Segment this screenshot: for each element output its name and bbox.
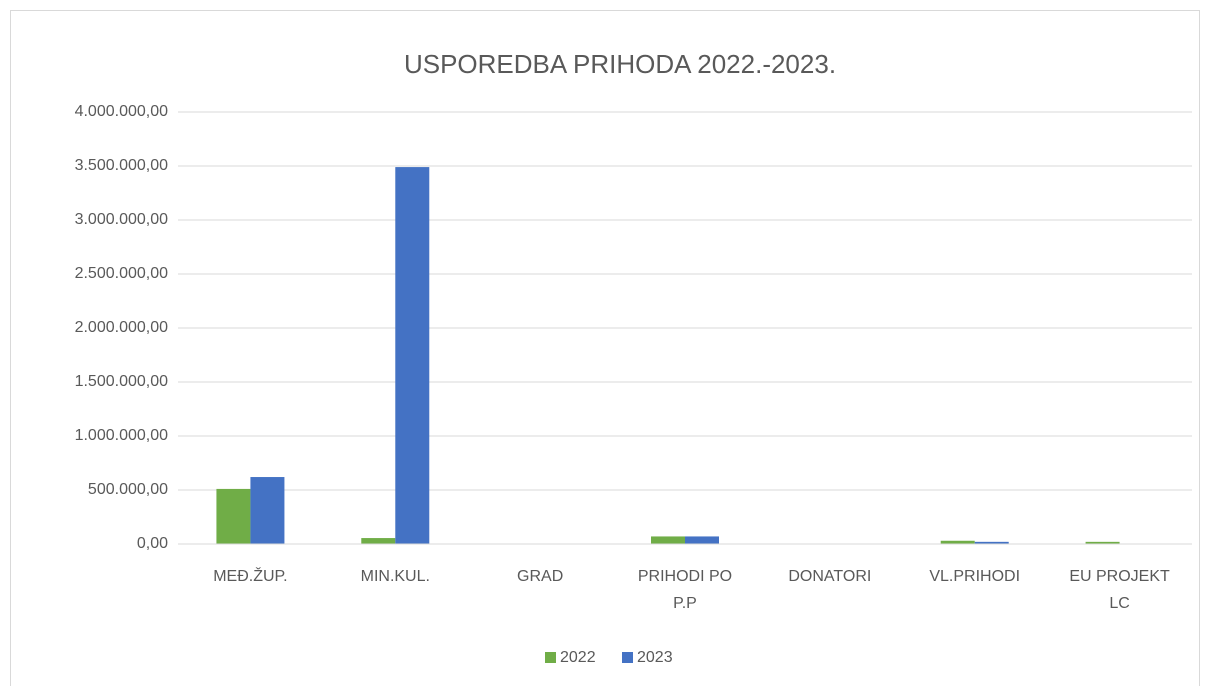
x-tick-label: MEĐ.ŽUP. <box>213 566 287 585</box>
x-tick-label: VL.PRIHODI <box>929 568 1020 585</box>
bar <box>651 536 685 544</box>
chart-frame <box>10 10 1200 686</box>
x-tick-label: PRIHODI PO P.P <box>638 568 732 612</box>
y-tick-label: 1.000.000,00 <box>75 427 169 444</box>
x-tick-label: EU PROJEKT LC <box>1069 568 1170 612</box>
bar <box>361 538 396 544</box>
x-tick-label: MIN.KUL. <box>361 568 430 585</box>
bar <box>395 167 430 544</box>
legend-label: 2022 <box>560 649 596 666</box>
bar <box>974 541 1009 544</box>
y-tick-label: 500.000,00 <box>88 481 168 498</box>
y-tick-label: 2.000.000,00 <box>75 319 169 336</box>
legend-swatch <box>545 652 556 663</box>
chart-title: USPOREDBA PRIHODA 2022.-2023. <box>404 49 836 79</box>
y-tick-label: 1.500.000,00 <box>75 373 169 390</box>
y-tick-label: 3.000.000,00 <box>75 211 169 228</box>
bar <box>250 477 285 544</box>
bar <box>1085 541 1120 544</box>
legend-swatch <box>622 652 633 663</box>
bar <box>685 536 719 544</box>
y-tick-label: 0,00 <box>137 535 168 552</box>
bar <box>216 488 251 544</box>
x-tick-label: DONATORI <box>788 568 871 585</box>
y-tick-label: 4.000.000,00 <box>75 103 169 120</box>
bar <box>940 540 975 544</box>
legend-label: 2023 <box>637 649 673 666</box>
x-tick-label: GRAD <box>517 568 563 585</box>
y-tick-label: 3.500.000,00 <box>75 157 169 174</box>
y-tick-label: 2.500.000,00 <box>75 265 169 282</box>
